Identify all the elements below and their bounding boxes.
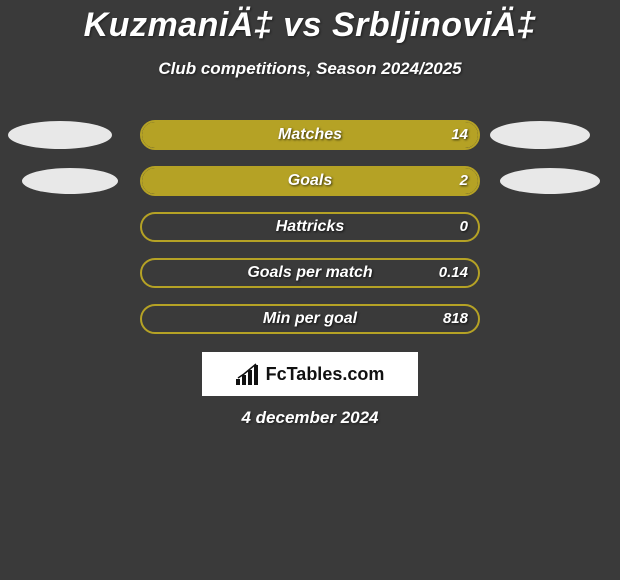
left-ellipse xyxy=(22,168,118,194)
stat-bar-track xyxy=(140,304,480,334)
stat-bar-fill xyxy=(142,122,478,148)
right-ellipse xyxy=(490,121,590,149)
page-title: KuzmaniÄ‡ vs SrbljinoviÄ‡ xyxy=(0,0,620,45)
left-ellipse xyxy=(8,121,112,149)
stat-row: Hattricks0 xyxy=(0,212,620,242)
stat-row: Goals per match0.14 xyxy=(0,258,620,288)
brand-bars-icon xyxy=(236,363,262,385)
stat-rows: Matches14 Goals2 Hattricks0 Goals per match… xyxy=(0,120,620,350)
right-ellipse xyxy=(500,168,600,194)
stat-bar-track xyxy=(140,212,480,242)
stat-row: Min per goal818 xyxy=(0,304,620,334)
stat-bar-track xyxy=(140,120,480,150)
stat-row: Goals2 xyxy=(0,166,620,196)
stat-bar-track xyxy=(140,166,480,196)
stat-row: Matches14 xyxy=(0,120,620,150)
brand-text: FcTables.com xyxy=(266,364,385,385)
subtitle: Club competitions, Season 2024/2025 xyxy=(0,59,620,79)
brand-box: FcTables.com xyxy=(202,352,418,396)
stat-bar-fill xyxy=(142,168,478,194)
stat-bar-track xyxy=(140,258,480,288)
date-text: 4 december 2024 xyxy=(0,408,620,428)
